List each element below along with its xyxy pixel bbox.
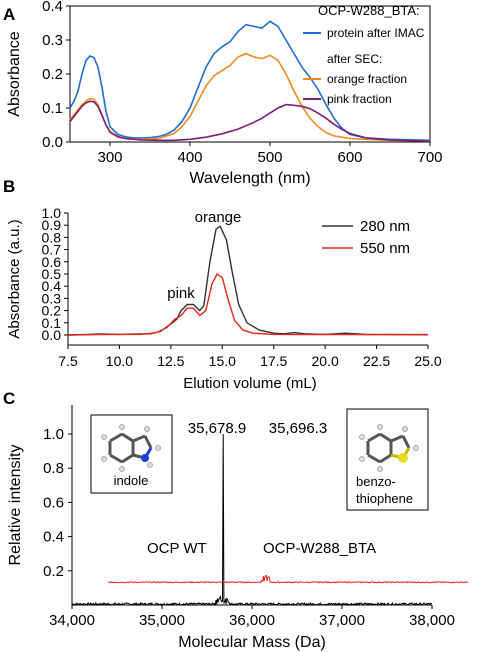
panel-b-y-tick-label: 0.5: [42, 266, 62, 282]
panel-b-y-tick-label: 0.1: [42, 315, 62, 331]
series-label-bta: OCP-W288_BTA: [263, 540, 376, 557]
panel-a-x-tick-label: 500: [257, 149, 282, 166]
panel-a-x-axis-title: Wavelength (nm): [189, 170, 310, 187]
panel-b-y-axis: 0.00.10.20.30.40.50.60.70.80.91.0: [42, 205, 68, 343]
panel-a-label: A: [3, 5, 15, 24]
peak-label-bta: 35,696.3: [269, 420, 327, 437]
panel-a-legend: OCP-W288_BTA: protein after IMAC after S…: [303, 3, 425, 106]
panel-a-x-tick-label: 300: [97, 149, 122, 166]
panel-a-y-tick-label: 0.0: [42, 134, 63, 151]
legend-label-280nm: 280 nm: [360, 218, 410, 235]
panel-c-y-tick-label: 0.2: [43, 563, 64, 580]
panel-b-x-tick-label: 25.0: [414, 353, 441, 369]
panel-a-x-tick-label: 600: [337, 149, 362, 166]
panel-c-series: [71, 433, 469, 607]
panel-a-y-tick-label: 0.1: [42, 100, 63, 117]
panel-b-y-tick-label: 0.8: [42, 229, 62, 245]
panel-c-x-tick-label: 38,000: [409, 612, 455, 629]
panel-b-y-tick-label: 0.6: [42, 254, 62, 270]
panel-a-x-axis: 300 400 500 600 700: [97, 142, 443, 166]
legend-label-pink: pink fraction: [327, 92, 392, 106]
inset-benzothiophene-label-line1: benzo-: [356, 474, 396, 489]
panel-a-x-tick-label: 400: [177, 149, 202, 166]
panel-b-y-tick-label: 0.2: [42, 303, 62, 319]
indole-molecule-icon: [101, 424, 161, 472]
panel-a-y-axis-title: Absorbance: [6, 31, 23, 116]
series-line-ocp-wt: [71, 433, 433, 607]
series-label-wt: OCP WT: [147, 540, 207, 557]
panel-a-series: [69, 20, 431, 142]
panel-b-y-tick-label: 0.3: [42, 290, 62, 306]
inset-indole-label: indole: [114, 473, 149, 488]
panel-b-x-axis: 7.5 10.0 12.5 15.0 17.5 20.0 22.5 25.0: [58, 345, 442, 369]
panel-a-y-tick-label: 0.2: [42, 66, 63, 83]
panel-c-label: C: [3, 389, 15, 408]
panel-b-x-tick-label: 7.5: [58, 353, 78, 369]
panel-c-x-tick-label: 37,000: [319, 612, 365, 629]
panel-b-y-tick-label: 0.4: [42, 278, 62, 294]
inset-benzothiophene: benzo- thiophene: [346, 408, 429, 511]
panel-b-y-tick-label: 0.0: [42, 327, 62, 343]
annotation-pink: pink: [167, 285, 195, 302]
panel-b-x-tick-label: 12.5: [157, 353, 184, 369]
series-line-pink-fraction: [69, 100, 431, 142]
legend-title-after-sec: after SEC:: [327, 52, 382, 66]
panel-a-y-axis: 0.0 0.1 0.2 0.3 0.4: [42, 0, 70, 151]
panel-c-y-tick-label: 0.4: [43, 529, 64, 546]
annotation-orange: orange: [195, 209, 242, 226]
panel-c: C 0.2 0.4 0.6 0.8 1.0 34,000 35,000 36,000 37,0…: [3, 389, 469, 651]
panel-b-legend: 280 nm 550 nm: [322, 218, 410, 257]
panel-a-x-tick-label: 700: [417, 149, 442, 166]
panel-b-x-tick-label: 15.0: [209, 353, 236, 369]
panel-b-x-tick-label: 20.0: [312, 353, 339, 369]
series-line-protein-after-imac: [69, 20, 431, 142]
panel-b-series: [67, 225, 429, 336]
panel-a-y-tick-label: 0.4: [42, 0, 63, 15]
panel-c-y-tick-label: 0.8: [43, 460, 64, 477]
series-line-orange-fraction: [69, 52, 431, 142]
panel-c-x-tick-label: 35,000: [139, 612, 185, 629]
panel-b-y-tick-label: 1.0: [42, 205, 62, 221]
panel-b: B 0.00.10.20.30.40.50.60.70.80.91.0 7.5 1…: [3, 177, 442, 392]
panel-b-label: B: [3, 177, 15, 196]
inset-benzothiophene-label-line2: thiophene: [356, 491, 413, 506]
legend-label-550nm: 550 nm: [360, 240, 410, 257]
panel-b-y-tick-label: 0.7: [42, 242, 62, 258]
panel-c-y-tick-label: 0.6: [43, 494, 64, 511]
panel-b-x-tick-label: 22.5: [363, 353, 390, 369]
panel-a: A 0.0 0.1 0.2 0.3 0.4 300 400 500 600 700 Absorb…: [3, 0, 443, 187]
panel-c-x-tick-label: 36,000: [229, 612, 275, 629]
inset-indole: indole: [90, 414, 173, 494]
panel-c-y-axis-title: Relative intensity: [7, 445, 24, 566]
panel-c-x-axis: 34,000 35,000 36,000 37,000 38,000: [49, 605, 455, 629]
legend-label-orange: orange fraction: [327, 72, 407, 86]
panel-c-y-tick-label: 1.0: [43, 426, 64, 443]
panel-b-y-axis-title: Absorbance (a.u.): [6, 219, 23, 338]
panel-b-y-tick-label: 0.9: [42, 217, 62, 233]
panel-b-x-tick-label: 17.5: [260, 353, 287, 369]
series-line-ocp-w288-bta: [107, 575, 469, 584]
panel-b-x-tick-label: 10.0: [106, 353, 133, 369]
legend-title-ocp-w288-bta: OCP-W288_BTA:: [318, 3, 420, 18]
panel-b-x-axis-title: Elution volume (mL): [183, 375, 316, 392]
panel-c-y-axis: 0.2 0.4 0.6 0.8 1.0: [43, 426, 72, 580]
panel-a-y-tick-label: 0.3: [42, 32, 63, 49]
peak-label-wt: 35,678.9: [188, 420, 246, 437]
series-line-550-nm: [67, 272, 429, 336]
panel-c-x-tick-label: 34,000: [49, 612, 95, 629]
legend-label-imac: protein after IMAC: [327, 26, 425, 40]
benzothiophene-molecule-icon: [359, 424, 419, 472]
panel-c-x-axis-title: Molecular Mass (Da): [178, 634, 326, 651]
